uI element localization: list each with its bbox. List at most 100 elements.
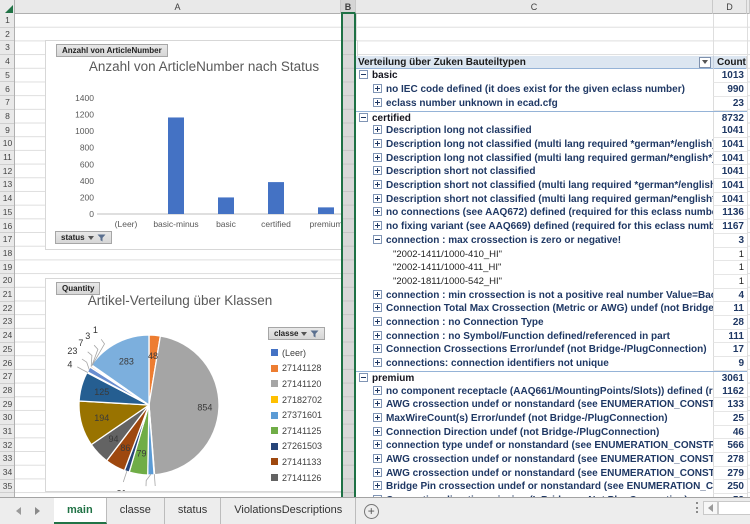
row-header-4[interactable]: 4 <box>0 55 14 69</box>
column-header-D[interactable]: D <box>713 0 747 14</box>
pie-chart-object[interactable]: Quantity classe Artikel-Verteilung über … <box>45 278 358 497</box>
row-header-25[interactable]: 25 <box>0 343 14 357</box>
expand-icon[interactable] <box>373 303 382 313</box>
pivot-row-label[interactable]: connection type undef or nonstandard (se… <box>356 439 713 453</box>
bar-chart-object[interactable]: Anzahl von ArticleNumber status Anzahl v… <box>45 40 358 250</box>
pivot-row-labels-header[interactable]: Verteilung über Zuken Bauteiltypen <box>358 56 526 68</box>
pivot-row-label[interactable]: Connection direction missing (IsBridge o… <box>356 494 713 497</box>
expand-icon[interactable] <box>373 344 382 354</box>
pivot-row[interactable]: no fixing variant (see AAQ669) defined (… <box>356 220 747 234</box>
select-all-corner[interactable] <box>0 0 15 14</box>
prev-sheet-icon[interactable] <box>16 507 21 515</box>
column-header-A[interactable]: A <box>15 0 341 14</box>
pivot-row-label[interactable]: connection : no Connection Type <box>356 316 713 330</box>
expand-icon[interactable] <box>373 495 382 497</box>
row-header-19[interactable]: 19 <box>0 261 14 275</box>
expand-icon[interactable] <box>373 84 382 94</box>
expand-icon[interactable] <box>373 467 382 477</box>
pivot-row-label[interactable]: premium <box>356 372 713 386</box>
expand-icon[interactable] <box>373 193 382 203</box>
pivot-row-label[interactable]: connection : no Symbol/Function defined/… <box>356 330 713 344</box>
legend-item-27371601[interactable]: 27371601 <box>271 407 322 423</box>
legend-item-27141128[interactable]: 27141128 <box>271 361 322 377</box>
pivot-row[interactable]: Bridge Pin crossection undef or nonstand… <box>356 480 747 495</box>
pivot-row-label[interactable]: Connection Crossections Error/undef (not… <box>356 343 713 357</box>
pivot-row[interactable]: MaxWireCount(s) Error/undef (not Bridge-… <box>356 411 747 426</box>
row-header-14[interactable]: 14 <box>0 192 14 206</box>
pivot-row-label[interactable]: Bridge Pin crossection undef or nonstand… <box>356 480 713 494</box>
pivot-row-label[interactable]: basic <box>356 69 713 83</box>
row-header-3[interactable]: 3 <box>0 41 14 56</box>
pivot-row-label[interactable]: no component receptacle (AAQ661/Mounting… <box>356 385 713 399</box>
row-header-11[interactable]: 11 <box>0 151 14 165</box>
pivot-row[interactable]: Connection Total Max Crossection (Metric… <box>356 302 747 317</box>
pivot-row[interactable]: "2002-1411/1000-411_HI" 1 <box>356 261 747 275</box>
legend-item-(Leer)[interactable]: (Leer) <box>271 345 322 361</box>
pivot-row[interactable]: eclass number unknown in ecad.cfg 23 <box>356 96 747 111</box>
expand-icon[interactable] <box>373 207 382 217</box>
pivotchart-value-field-button[interactable]: Anzahl von ArticleNumber <box>56 44 168 57</box>
sheet-tab-main[interactable]: main <box>54 498 107 524</box>
pivot-row[interactable]: connections: connection identifiers not … <box>356 357 747 371</box>
expand-icon[interactable] <box>373 166 382 176</box>
row-header-17[interactable]: 17 <box>0 233 14 247</box>
expand-icon[interactable] <box>373 440 382 450</box>
pivot-row-label[interactable]: connections: connection identifiers not … <box>356 357 713 371</box>
legend-item-27141133[interactable]: 27141133 <box>271 454 322 470</box>
expand-icon[interactable] <box>373 152 382 162</box>
pivot-row-label[interactable]: no connections (see AAQ672) defined (req… <box>356 206 713 220</box>
pivot-row-label[interactable]: MaxWireCount(s) Error/undef (not Bridge-… <box>356 412 713 426</box>
pivot-row-label[interactable]: eclass number unknown in ecad.cfg <box>356 97 713 111</box>
pivot-row[interactable]: AWG crossection undef or nonstandard (se… <box>356 466 747 481</box>
row-header-9[interactable]: 9 <box>0 124 14 138</box>
pivot-row-label[interactable]: "2002-1811/1000-542_HI" <box>393 275 503 287</box>
pivot-row-label[interactable]: Description short not classified <box>356 165 713 179</box>
expand-icon[interactable] <box>373 317 382 327</box>
row-header-5[interactable]: 5 <box>0 69 14 83</box>
legend-item-27141126[interactable]: 27141126 <box>271 470 322 486</box>
row-header-21[interactable]: 21 <box>0 288 14 302</box>
pivot-row[interactable]: Description long not classified (multi l… <box>356 137 747 152</box>
row-header-31[interactable]: 31 <box>0 425 14 439</box>
sheet-tab-status[interactable]: status <box>165 498 222 524</box>
expand-icon[interactable] <box>373 481 382 491</box>
pivot-row[interactable]: Connection Crossections Error/undef (not… <box>356 343 747 358</box>
row-header-29[interactable]: 29 <box>0 398 14 412</box>
selected-column-b[interactable] <box>341 14 356 497</box>
pivot-row-label[interactable]: Description long not classified (multi l… <box>356 152 713 166</box>
new-sheet-button[interactable] <box>356 498 386 524</box>
row-header-22[interactable]: 22 <box>0 302 14 316</box>
pivot-row[interactable]: connection type undef or nonstandard (se… <box>356 439 747 454</box>
pivot-row[interactable]: connection : min crossection is not a po… <box>356 288 747 303</box>
pivot-row-label[interactable]: Connection Direction undef (not Bridge-/… <box>356 426 713 440</box>
row-header-15[interactable]: 15 <box>0 206 14 220</box>
row-header-10[interactable]: 10 <box>0 137 14 151</box>
row-header-30[interactable]: 30 <box>0 411 14 425</box>
row-header-28[interactable]: 28 <box>0 384 14 398</box>
pivot-row[interactable]: Description short not classified (multi … <box>356 179 747 193</box>
pivot-row-label[interactable]: Description long not classified <box>356 124 713 138</box>
pivot-row[interactable]: AWG crossection undef or nonstandard (se… <box>356 453 747 467</box>
expand-icon[interactable] <box>373 399 382 409</box>
expand-icon[interactable] <box>373 426 382 436</box>
pivot-row[interactable]: Connection Direction undef (not Bridge-/… <box>356 425 747 440</box>
pivot-row[interactable]: basic 1013 <box>356 69 747 84</box>
expand-icon[interactable] <box>373 454 382 464</box>
row-header-35[interactable]: 35 <box>0 480 14 494</box>
pivot-row[interactable]: Description long not classified (multi l… <box>356 151 747 166</box>
row-header-13[interactable]: 13 <box>0 178 14 193</box>
row-header-8[interactable]: 8 <box>0 110 14 124</box>
collapse-icon[interactable] <box>359 70 368 80</box>
legend-item-27141125[interactable]: 27141125 <box>271 423 322 439</box>
expand-icon[interactable] <box>373 289 382 299</box>
pivot-row-label[interactable]: AWG crossection undef or nonstandard (se… <box>356 453 713 467</box>
pivotchart-quantity-field-button[interactable]: Quantity <box>56 282 101 295</box>
sheet-grid[interactable]: Anzahl von ArticleNumber status Anzahl v… <box>15 14 750 497</box>
pivot-row[interactable]: connection : no Connection Type 28 <box>356 316 747 330</box>
pivot-row[interactable]: Description short not classified 1041 <box>356 165 747 180</box>
sheet-tab-ViolationsDescriptions[interactable]: ViolationsDescriptions <box>221 498 357 524</box>
pivotchart-axis-field-button[interactable]: status <box>55 231 112 244</box>
collapse-icon[interactable] <box>359 372 368 382</box>
expand-icon[interactable] <box>373 180 382 190</box>
expand-icon[interactable] <box>373 125 382 135</box>
